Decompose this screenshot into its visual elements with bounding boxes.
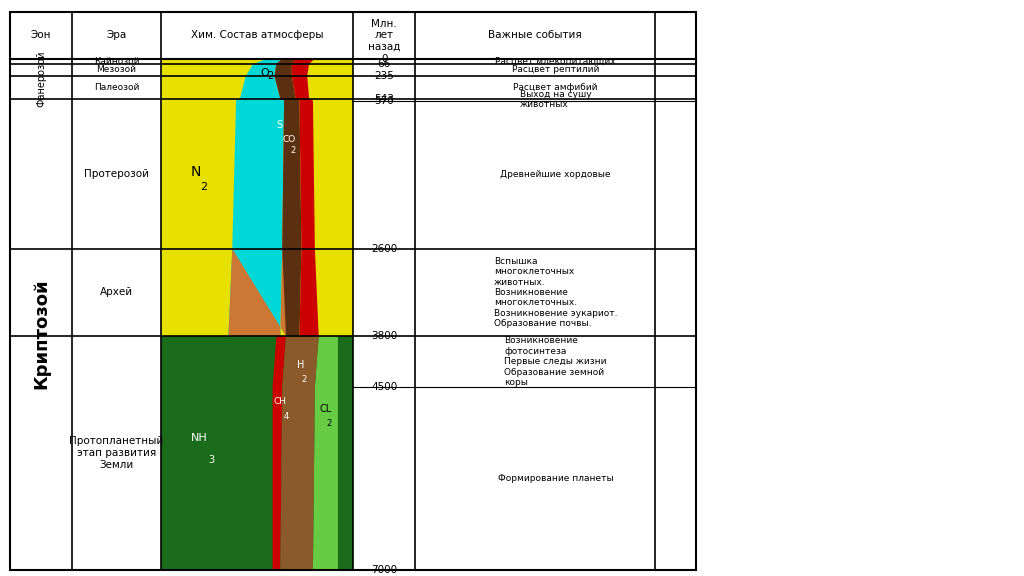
Text: 0: 0 xyxy=(381,54,387,64)
Text: Расцвет рептилий: Расцвет рептилий xyxy=(512,66,599,74)
Text: Протопланетный
этап развития
Земли: Протопланетный этап развития Земли xyxy=(70,437,164,469)
Polygon shape xyxy=(274,59,301,336)
Text: 4500: 4500 xyxy=(371,382,397,392)
Bar xyxy=(161,59,353,336)
Text: NH: NH xyxy=(191,433,208,444)
Text: CH: CH xyxy=(273,397,287,407)
Text: Формирование планеты: Формирование планеты xyxy=(498,474,613,483)
Bar xyxy=(161,336,353,570)
Text: Возникновение
фотосинтеза
Первые следы жизни
Образование земной
коры: Возникновение фотосинтеза Первые следы ж… xyxy=(505,336,607,387)
Text: O: O xyxy=(260,68,269,78)
Text: 2: 2 xyxy=(327,419,332,429)
Polygon shape xyxy=(228,59,296,336)
Text: 570: 570 xyxy=(375,96,394,105)
Text: Эра: Эра xyxy=(106,30,127,40)
Text: 3800: 3800 xyxy=(371,331,397,341)
Text: Вспышка
многоклеточных
животных.
Возникновение
многоклеточных.
Возникновение эук: Вспышка многоклеточных животных. Возникн… xyxy=(494,257,617,328)
Text: S: S xyxy=(276,120,283,130)
Text: 7000: 7000 xyxy=(371,564,397,575)
Bar xyxy=(10,12,696,570)
Text: 4: 4 xyxy=(284,412,289,421)
Polygon shape xyxy=(228,59,284,336)
Text: 2: 2 xyxy=(267,71,273,81)
Text: N: N xyxy=(190,165,201,179)
Text: 2: 2 xyxy=(200,181,207,192)
Polygon shape xyxy=(272,336,286,570)
Text: 2: 2 xyxy=(290,146,295,154)
Polygon shape xyxy=(313,336,338,570)
Text: Эон: Эон xyxy=(31,30,51,40)
Text: CL: CL xyxy=(319,404,332,414)
Text: Фанерозой: Фанерозой xyxy=(36,51,46,107)
Polygon shape xyxy=(281,336,318,570)
Text: Выход на сушу
животных: Выход на сушу животных xyxy=(520,90,592,109)
Text: Расцвет амфибий: Расцвет амфибий xyxy=(513,83,598,92)
Text: Млн.
лет
назад: Млн. лет назад xyxy=(368,18,400,52)
Text: H: H xyxy=(297,361,304,370)
Polygon shape xyxy=(292,59,318,336)
Text: Протерозой: Протерозой xyxy=(84,169,150,179)
Text: Мезозой: Мезозой xyxy=(96,66,136,74)
Text: Криптозой: Криптозой xyxy=(32,279,50,389)
Text: Палеозой: Палеозой xyxy=(94,83,139,92)
Text: 3: 3 xyxy=(208,455,214,465)
Text: Архей: Архей xyxy=(100,287,133,297)
Text: Древнейшие хордовые: Древнейшие хордовые xyxy=(501,170,611,179)
Text: 2600: 2600 xyxy=(371,244,397,253)
Text: 235: 235 xyxy=(374,71,394,81)
Text: Важные события: Важные события xyxy=(488,30,582,40)
Text: 543: 543 xyxy=(374,93,394,104)
Text: Расцвет млекопитающих: Расцвет млекопитающих xyxy=(496,57,616,66)
Text: Кайнозой: Кайнозой xyxy=(94,57,139,66)
Text: 2: 2 xyxy=(302,376,307,385)
Text: CO: CO xyxy=(283,135,296,143)
Text: 66: 66 xyxy=(378,59,391,69)
Text: Хим. Состав атмосферы: Хим. Состав атмосферы xyxy=(191,30,324,40)
Bar xyxy=(10,12,696,570)
